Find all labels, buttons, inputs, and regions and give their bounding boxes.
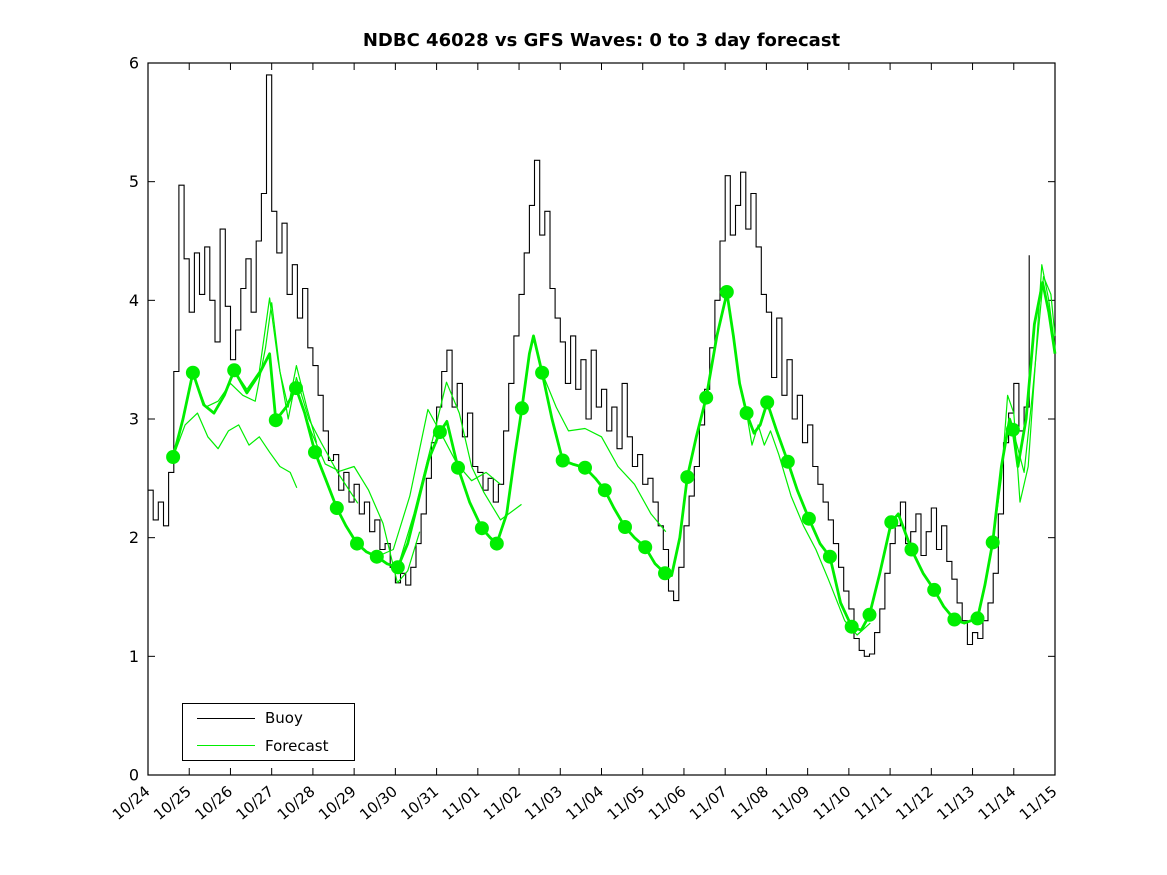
forecast-marker-dot	[597, 483, 612, 498]
forecast-run-line	[541, 372, 667, 533]
forecast-marker-dot	[227, 363, 242, 378]
forecast-marker-dot	[699, 390, 714, 405]
y-axis-labels: 0 1 2 3 4 5 6	[129, 54, 139, 785]
y-tick-label: 0	[129, 766, 139, 785]
forecast-marker-dot	[289, 381, 303, 396]
forecast-spread-lines	[172, 264, 1056, 636]
forecast-marker-dot	[369, 549, 384, 564]
forecast-marker-dot	[822, 549, 837, 564]
forecast-marker-dot	[760, 395, 775, 410]
forecast-marker-dot	[904, 542, 919, 557]
forecast-marker-dot	[535, 365, 550, 380]
forecast-marker-dot	[801, 511, 816, 526]
forecast-marker-dot	[658, 566, 672, 581]
forecast-marker-dot	[268, 413, 283, 428]
forecast-line-sample	[197, 745, 255, 747]
forecast-run-line	[295, 387, 421, 584]
x-tick-label: 10/31	[397, 782, 442, 824]
y-tick-label: 6	[129, 54, 139, 73]
x-tick-label: 11/03	[521, 782, 566, 824]
x-tick-label: 11/01	[439, 782, 484, 824]
x-tick-label: 11/09	[769, 782, 814, 824]
x-tick-label: 11/15	[1016, 782, 1061, 824]
forecast-marker-dot	[884, 515, 899, 530]
forecast-marker-dot	[555, 453, 570, 468]
chart-title: NDBC 46028 vs GFS Waves: 0 to 3 day fore…	[362, 30, 841, 51]
x-tick-label: 10/27	[233, 782, 278, 824]
x-tick-label: 10/26	[191, 782, 236, 824]
forecast-marker-dot	[680, 470, 695, 485]
forecast-run-line	[746, 413, 871, 636]
forecast-marker-dot	[927, 582, 942, 597]
x-tick-label: 11/02	[480, 782, 525, 824]
forecast-marker-dot	[451, 460, 465, 475]
y-tick-label: 2	[129, 528, 139, 547]
x-tick-label: 10/24	[109, 782, 154, 824]
x-tick-label: 11/05	[604, 782, 649, 824]
x-tick-label: 11/07	[686, 782, 731, 824]
x-axis-labels: 10/2410/2510/2610/2710/2810/2910/3010/31…	[109, 782, 1061, 824]
x-tick-label: 11/10	[810, 782, 855, 824]
forecast-run-line	[1012, 276, 1056, 473]
forecast-marker-dot	[350, 536, 364, 551]
forecast-run-line	[172, 412, 298, 489]
forecast-marker-dot	[947, 612, 962, 627]
y-tick-label: 5	[129, 172, 139, 191]
forecast-marker-dot	[474, 521, 489, 536]
y-axis-ticks	[148, 62, 1055, 776]
buoy-line-sample	[197, 717, 255, 719]
forecast-run-line	[992, 264, 1056, 543]
forecast-marker-dot	[514, 401, 529, 416]
forecast-main-line	[171, 281, 1057, 632]
forecast-marker-dot	[719, 285, 734, 299]
x-tick-label: 10/29	[315, 782, 360, 824]
forecast-marker-dot	[185, 365, 200, 380]
legend-box: Buoy Forecast	[182, 703, 355, 761]
legend-row-buoy: Buoy	[183, 705, 354, 731]
x-tick-label: 10/25	[150, 782, 195, 824]
forecast-marker-dot	[578, 460, 592, 475]
y-tick-label: 1	[129, 647, 139, 666]
forecast-markers	[166, 285, 1020, 634]
x-tick-label: 11/13	[933, 782, 978, 824]
forecast-marker-dot	[985, 535, 1000, 550]
legend-row-forecast: Forecast	[183, 733, 354, 759]
buoy-line	[148, 74, 1030, 657]
x-tick-label: 11/08	[727, 782, 772, 824]
forecast-run-line	[233, 297, 359, 504]
forecast-marker-dot	[1005, 422, 1020, 437]
forecast-marker-dot	[432, 425, 447, 440]
legend-label-forecast: Forecast	[265, 736, 329, 755]
x-tick-label: 11/14	[975, 782, 1020, 824]
y-tick-label: 4	[129, 291, 139, 310]
forecast-marker-dot	[638, 540, 653, 555]
forecast-marker-dot	[329, 501, 344, 515]
x-tick-label: 11/12	[892, 782, 937, 824]
forecast-marker-dot	[844, 619, 859, 634]
forecast-run-line	[192, 302, 318, 443]
x-tick-label: 11/06	[645, 782, 690, 824]
forecast-marker-dot	[970, 611, 985, 626]
legend-label-buoy: Buoy	[265, 709, 303, 728]
x-axis-ticks	[147, 63, 1056, 775]
forecast-marker-dot	[166, 450, 181, 464]
forecast-marker-dot	[618, 520, 632, 534]
forecast-marker-dot	[308, 445, 322, 460]
x-tick-label: 11/04	[562, 782, 607, 824]
x-tick-label: 10/30	[356, 782, 401, 824]
forecast-marker-dot	[862, 607, 877, 622]
x-tick-label: 10/28	[274, 782, 319, 824]
plot-border	[147, 62, 1056, 776]
y-tick-label: 3	[129, 410, 139, 429]
forecast-marker-dot	[780, 454, 795, 469]
forecast-marker-dot	[489, 536, 504, 551]
forecast-marker-dot	[390, 560, 405, 575]
forecast-marker-dot	[739, 406, 754, 421]
x-tick-label: 11/11	[851, 782, 896, 824]
